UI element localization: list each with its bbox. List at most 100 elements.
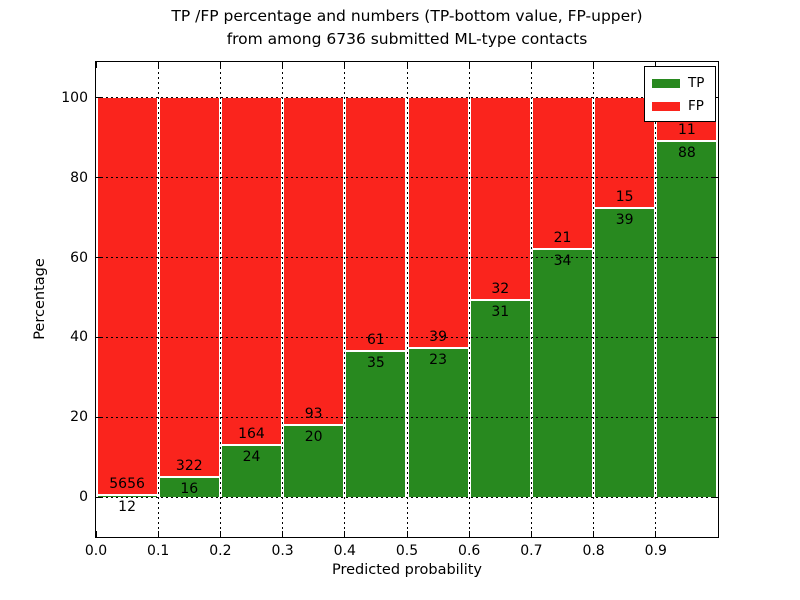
bar-segment-fp (346, 97, 406, 352)
bar-segment-fp (470, 97, 530, 301)
bar-label-tp: 24 (242, 449, 261, 466)
x-tick-label: 0.9 (644, 543, 667, 559)
bar-segment-tp (470, 300, 530, 498)
v-gridline (593, 62, 595, 537)
chart-title: TP /FP percentage and numbers (TP-bottom… (96, 5, 718, 51)
v-gridline (468, 62, 470, 537)
x-tick-mark-top (95, 62, 97, 68)
bar-label-tp: 35 (366, 354, 385, 371)
tp-color-swatch (652, 78, 680, 88)
legend-label-tp: TP (688, 75, 705, 91)
x-tick-mark-top (219, 62, 221, 68)
y-tick-label: 100 (61, 89, 88, 106)
x-axis-label: Predicted probability (331, 562, 483, 578)
x-tick-label: 0.7 (520, 543, 543, 559)
bar-label-fp: 32 (491, 280, 510, 297)
v-gridline (655, 62, 657, 537)
x-tick-label: 0.3 (271, 543, 294, 559)
x-tick-label: 0.5 (395, 543, 419, 559)
x-tick-mark (655, 531, 657, 537)
bar-segment-tp (221, 446, 282, 498)
x-tick-mark-top (157, 62, 159, 68)
legend-item-tp: TP (652, 73, 708, 93)
x-tick-label: 0.4 (333, 543, 356, 559)
x-tick-label: 0.8 (582, 543, 605, 559)
y-axis-label: Percentage (32, 258, 48, 340)
h-gridline (96, 496, 718, 498)
bar-label-fp: 93 (304, 406, 323, 423)
bar-segment-fp (97, 97, 157, 497)
x-tick-mark-top (593, 62, 595, 68)
bar-segment-fp (408, 97, 468, 349)
y-tick-mark (96, 97, 102, 99)
bar-segment-tp (408, 349, 468, 498)
v-gridline (282, 62, 284, 537)
x-tick-label: 0.0 (84, 543, 108, 559)
x-tick-mark-top (717, 62, 719, 68)
x-tick-mark (344, 531, 346, 537)
bar-label-fp: 322 (175, 458, 203, 475)
bar-label-tp: 31 (491, 303, 510, 320)
x-tick-mark-top (344, 62, 346, 68)
x-tick-mark-top (282, 62, 284, 68)
x-tick-mark (468, 531, 470, 537)
fp-color-swatch (652, 101, 680, 111)
h-gridline (96, 416, 718, 418)
bar-label-fp: 11 (677, 122, 696, 139)
x-tick-mark-top (406, 62, 408, 68)
v-gridline (157, 62, 159, 537)
h-gridline (96, 336, 718, 338)
h-gridline (96, 257, 718, 259)
y-tick-mark-right (712, 177, 718, 179)
y-tick-mark (96, 257, 102, 259)
x-tick-mark (95, 531, 97, 537)
bar-label-tp: 12 (118, 499, 136, 516)
x-tick-label: 0.6 (458, 543, 481, 559)
bar-segment-fp (159, 97, 219, 479)
y-tick-mark-right (712, 416, 718, 418)
legend: TP FP (644, 66, 716, 122)
y-tick-mark-right (712, 257, 718, 259)
v-gridline (406, 62, 408, 537)
y-tick-mark (96, 336, 102, 338)
y-tick-mark-right (712, 336, 718, 338)
bar-segment-fp (284, 97, 344, 427)
bar-label-tp: 88 (677, 145, 696, 162)
x-tick-label: 0.2 (209, 543, 232, 559)
bar-label-fp: 61 (366, 331, 385, 348)
chart-title-line1: TP /FP percentage and numbers (TP-bottom… (171, 7, 643, 25)
bar-label-fp: 5656 (109, 476, 145, 493)
bar-label-fp: 39 (429, 329, 447, 345)
x-tick-mark (530, 531, 532, 537)
y-tick-mark (96, 496, 102, 498)
x-tick-mark (717, 531, 719, 537)
y-tick-label: 60 (70, 249, 88, 266)
bar-segment-tp (346, 351, 406, 498)
v-gridline (530, 62, 532, 537)
y-tick-label: 20 (70, 409, 88, 426)
y-tick-label: 80 (70, 169, 88, 186)
y-tick-mark (96, 416, 102, 418)
x-tick-mark (593, 531, 595, 537)
x-tick-mark (406, 531, 408, 537)
bar-segment-tp (657, 142, 717, 498)
h-gridline (96, 177, 718, 179)
h-gridline (96, 97, 718, 99)
x-tick-mark (219, 531, 221, 537)
legend-item-fp: FP (652, 96, 708, 116)
bar-segment-tp (532, 250, 593, 498)
bar-label-tp: 34 (553, 253, 572, 270)
bar-segment-tp (284, 426, 344, 498)
x-tick-label: 0.1 (147, 543, 170, 559)
bar-label-fp: 21 (553, 230, 572, 247)
bar-segment-tp (159, 478, 219, 498)
legend-label-fp: FP (688, 98, 704, 114)
bar-segment-fp (221, 97, 282, 447)
x-tick-mark-top (530, 62, 532, 68)
x-tick-mark (157, 531, 159, 537)
chart-title-line2: from among 6736 submitted ML-type contac… (226, 30, 588, 48)
y-tick-label: 40 (70, 329, 88, 346)
bar-segment-fp (532, 97, 593, 251)
bar-segment-tp (595, 208, 655, 498)
